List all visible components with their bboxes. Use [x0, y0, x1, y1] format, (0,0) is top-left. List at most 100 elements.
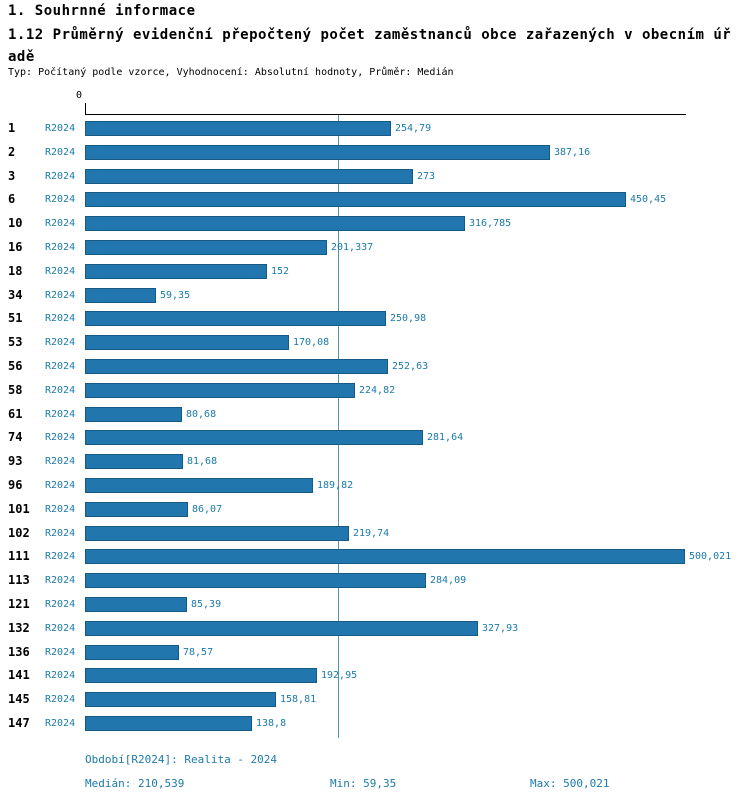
min-stat: Min: 59,35	[330, 777, 397, 790]
bar	[85, 454, 183, 469]
chart-row: 58 R2024 224,82	[0, 379, 750, 403]
series-label: R2024	[45, 194, 76, 205]
row-number: 51	[8, 311, 23, 325]
row-number: 96	[8, 478, 23, 492]
row-number: 58	[8, 383, 23, 397]
chart-row: 93 R2024 81,68	[0, 450, 750, 474]
series-label: R2024	[45, 694, 76, 705]
chart-row: 101 R2024 86,07	[0, 498, 750, 522]
median-stat: Medián: 210,539	[85, 777, 185, 790]
bar-value-label: 86,07	[192, 504, 223, 515]
axis-zero-label: 0	[76, 90, 83, 101]
row-number: 34	[8, 288, 23, 302]
series-label: R2024	[45, 242, 76, 253]
series-label: R2024	[45, 599, 76, 610]
max-stat: Max: 500,021	[530, 777, 610, 790]
row-number: 61	[8, 407, 23, 421]
chart-meta: Typ: Počítaný podle vzorce, Vyhodnocení:…	[8, 67, 454, 78]
median-line	[338, 115, 339, 738]
chart-row: 16 R2024 201,337	[0, 236, 750, 260]
series-label: R2024	[45, 528, 76, 539]
chart-row: 2 R2024 387,16	[0, 141, 750, 165]
axis-line	[85, 114, 686, 115]
series-label: R2024	[45, 647, 76, 658]
row-number: 56	[8, 359, 23, 373]
row-number: 147	[8, 716, 30, 730]
bar-value-label: 224,82	[359, 385, 396, 396]
row-number: 101	[8, 502, 30, 516]
row-number: 145	[8, 692, 30, 706]
bar	[85, 430, 423, 445]
row-number: 111	[8, 549, 30, 563]
row-number: 6	[8, 192, 16, 206]
bar-value-label: 219,74	[353, 528, 390, 539]
bar	[85, 359, 388, 374]
series-label: R2024	[45, 432, 76, 443]
series-label: R2024	[45, 480, 76, 491]
chart-row: 34 R2024 59,35	[0, 284, 750, 308]
bar	[85, 288, 156, 303]
series-label: R2024	[45, 385, 76, 396]
chart-row: 132 R2024 327,93	[0, 617, 750, 641]
series-label: R2024	[45, 456, 76, 467]
chart-row: 136 R2024 78,57	[0, 641, 750, 665]
bar-value-label: 189,82	[317, 480, 354, 491]
series-label: R2024	[45, 623, 76, 634]
bar-value-label: 59,35	[160, 290, 191, 301]
series-label: R2024	[45, 551, 76, 562]
chart-row: 145 R2024 158,81	[0, 688, 750, 712]
bar	[85, 549, 685, 564]
bar	[85, 716, 252, 731]
bar	[85, 407, 182, 422]
bar	[85, 526, 349, 541]
bar	[85, 692, 276, 707]
chart-row: 6 R2024 450,45	[0, 188, 750, 212]
row-number: 16	[8, 240, 23, 254]
chart-row: 113 R2024 284,09	[0, 569, 750, 593]
bar	[85, 621, 478, 636]
period-label: Období[R2024]: Realita - 2024	[85, 753, 278, 766]
bar	[85, 311, 386, 326]
series-label: R2024	[45, 337, 76, 348]
bar-value-label: 284,09	[430, 575, 467, 586]
row-number: 53	[8, 335, 23, 349]
chart-row: 96 R2024 189,82	[0, 474, 750, 498]
bar-value-label: 450,45	[630, 194, 667, 205]
bar	[85, 192, 626, 207]
row-number: 132	[8, 621, 30, 635]
series-label: R2024	[45, 504, 76, 515]
chart-row: 102 R2024 219,74	[0, 522, 750, 546]
series-label: R2024	[45, 361, 76, 372]
row-number: 102	[8, 526, 30, 540]
bar	[85, 145, 550, 160]
bar-value-label: 281,64	[427, 432, 464, 443]
chart-row: 3 R2024 273	[0, 165, 750, 189]
row-number: 1	[8, 121, 16, 135]
chart-row: 74 R2024 281,64	[0, 426, 750, 450]
series-label: R2024	[45, 171, 76, 182]
row-number: 74	[8, 430, 23, 444]
bar-value-label: 138,8	[256, 718, 287, 729]
chart-row: 141 R2024 192,95	[0, 664, 750, 688]
row-number: 121	[8, 597, 30, 611]
chart-row: 121 R2024 85,39	[0, 593, 750, 617]
bar	[85, 216, 465, 231]
bar-value-label: 152	[271, 266, 290, 277]
chart-row: 18 R2024 152	[0, 260, 750, 284]
bar-value-label: 201,337	[331, 242, 374, 253]
chart-row: 111 R2024 500,021	[0, 545, 750, 569]
chart-row: 147 R2024 138,8	[0, 712, 750, 736]
row-number: 113	[8, 573, 30, 587]
chart-row: 53 R2024 170,08	[0, 331, 750, 355]
bar-value-label: 158,81	[280, 694, 317, 705]
row-number: 3	[8, 169, 16, 183]
bar	[85, 240, 327, 255]
row-number: 93	[8, 454, 23, 468]
bar-value-label: 273	[417, 171, 436, 182]
bar-value-label: 254,79	[395, 123, 432, 134]
bar-value-label: 252,63	[392, 361, 429, 372]
chart-title-line1: 1.12 Průměrný evidenční přepočtený počet…	[8, 27, 732, 43]
row-number: 18	[8, 264, 23, 278]
bar-value-label: 387,16	[554, 147, 591, 158]
series-label: R2024	[45, 290, 76, 301]
